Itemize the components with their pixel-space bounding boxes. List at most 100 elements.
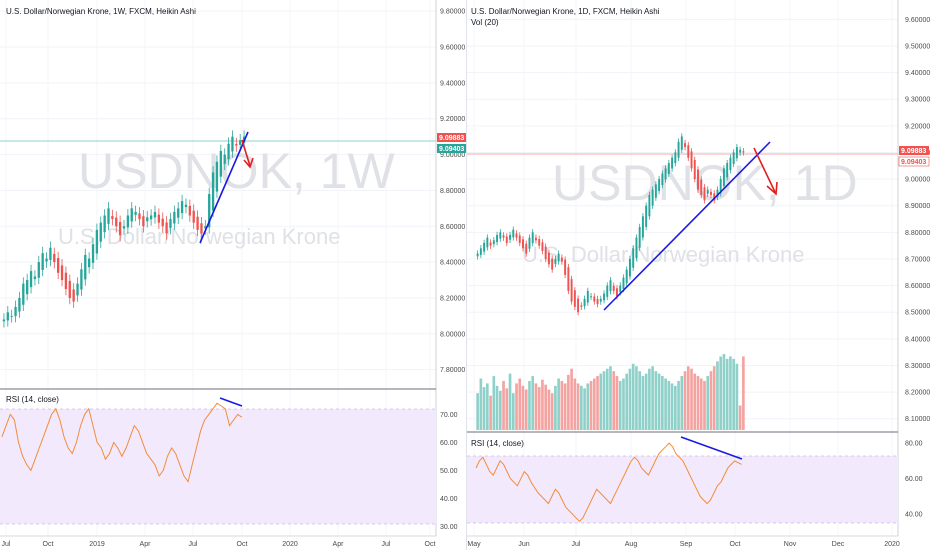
R-volume-bar-76 [722, 354, 726, 430]
left-candles [2, 130, 246, 328]
R-volume-bar-5 [492, 376, 496, 430]
L-time-tick-5: Oct [237, 541, 248, 548]
L-candle-27 [107, 208, 110, 224]
L-candle-5 [22, 283, 25, 305]
L-candle-42 [165, 222, 168, 234]
L-candle-30 [118, 221, 122, 236]
right-rsi-axis: 80.00 60.00 40.00 [905, 441, 923, 519]
L-candle-15 [60, 265, 64, 281]
R-candle-8 [502, 235, 505, 238]
L-time-tick-1: Oct [43, 541, 54, 548]
right-chart: USDNOK, 1D U.S. Dollar/Norwegian Krone U… [467, 0, 930, 548]
R-candle-25 [557, 253, 560, 262]
L-candle-20 [80, 269, 83, 290]
L-candle-8 [33, 276, 37, 280]
R-candle-57 [661, 173, 664, 186]
R-candle-46 [625, 269, 628, 284]
R-candle-42 [612, 285, 615, 291]
L-candle-11 [45, 258, 48, 262]
left-time-axis: Jul Oct 2019 Apr Jul Oct 2020 Apr Jul Oct [2, 541, 436, 548]
R-candle-27 [564, 259, 567, 275]
L-candle-50 [196, 216, 199, 230]
L-candle-22 [87, 258, 91, 268]
right-rsi-divergence-line [680, 436, 743, 460]
R-volume-bar-75 [719, 356, 723, 430]
R-volume-bar-21 [544, 384, 548, 430]
R-volume-bar-50 [638, 371, 641, 430]
R-price-tick-8: 8.80000 [905, 230, 930, 237]
L-candle-45 [177, 208, 180, 218]
R-candle-12 [515, 233, 518, 238]
L-rsi-tick-1: 60.00 [440, 440, 458, 447]
L-candle-60 [235, 144, 238, 146]
R-candle-6 [496, 234, 499, 243]
R-volume-bar-72 [709, 371, 713, 430]
L-price-tick-7: 8.40000 [440, 260, 465, 267]
R-volume-bar-74 [716, 361, 719, 430]
L-candle-41 [161, 218, 164, 227]
left-red-arrow-head [243, 157, 254, 169]
R-price-tick-13: 8.30000 [905, 363, 930, 370]
R-candle-32 [580, 305, 583, 307]
right-chart-subtitle: Vol (20) [471, 18, 499, 27]
L-time-tick-2: 2019 [89, 541, 105, 548]
R-volume-bar-14 [521, 385, 525, 430]
R-volume-bar-0 [476, 393, 479, 430]
R-volume-bar-61 [673, 385, 677, 430]
R-time-tick-4: Sep [680, 541, 693, 548]
R-rsi-tick-2: 40.00 [905, 512, 923, 519]
L-price-tick-9: 8.00000 [440, 331, 465, 338]
R-volume-bar-6 [495, 385, 499, 430]
R-volume-bar-27 [563, 383, 567, 430]
R-candle-51 [641, 216, 644, 238]
R-price-tick-4: 9.20000 [905, 123, 930, 130]
left-price-tag-2-bg [437, 144, 466, 153]
R-volume-bar-79 [732, 358, 735, 430]
R-volume-bar-81 [738, 405, 742, 430]
L-rsi-tick-3: 40.00 [440, 496, 458, 503]
left-price-tag-2: 9.09403 [439, 146, 464, 153]
L-candle-54 [211, 172, 215, 211]
R-candle-56 [658, 179, 661, 192]
R-candle-7 [499, 232, 502, 239]
L-candle-25 [99, 222, 102, 242]
L-time-tick-4: Jul [189, 541, 198, 548]
R-candle-63 [680, 136, 683, 150]
R-volume-bar-82 [742, 356, 745, 430]
R-candle-78 [729, 157, 732, 171]
L-candle-61 [239, 140, 242, 145]
L-candle-37 [146, 217, 149, 222]
R-candle-1 [479, 248, 482, 255]
R-candle-47 [628, 258, 631, 277]
R-candle-24 [554, 258, 557, 265]
left-red-arrow [241, 139, 254, 169]
R-volume-bar-19 [537, 387, 541, 430]
R-candle-37 [596, 298, 599, 305]
R-volume-bar-22 [547, 389, 551, 430]
L-candle-17 [68, 280, 71, 298]
L-candle-31 [122, 226, 126, 229]
R-candle-39 [603, 293, 605, 301]
R-candle-22 [547, 252, 550, 265]
R-candle-61 [674, 152, 677, 164]
L-candle-0 [2, 319, 6, 322]
R-candle-58 [664, 168, 667, 180]
R-volume-bar-53 [648, 368, 651, 430]
R-time-tick-6: Nov [784, 541, 797, 548]
R-candle-43 [616, 288, 618, 297]
R-candle-2 [483, 242, 486, 252]
R-candle-54 [651, 189, 654, 206]
right-rsi-band [467, 456, 898, 523]
R-volume-bar-78 [729, 356, 732, 430]
R-candle-33 [583, 298, 586, 307]
R-candle-19 [538, 239, 541, 246]
R-candle-4 [489, 242, 492, 246]
R-volume-bar-9 [505, 388, 509, 430]
R-volume-bar-4 [489, 395, 492, 430]
L-candle-29 [115, 217, 118, 227]
R-candle-64 [684, 143, 687, 148]
L-rsi-tick-2: 50.00 [440, 468, 458, 475]
L-candle-48 [188, 205, 192, 216]
L-candle-58 [227, 143, 230, 160]
L-time-tick-3: Apr [140, 541, 152, 548]
